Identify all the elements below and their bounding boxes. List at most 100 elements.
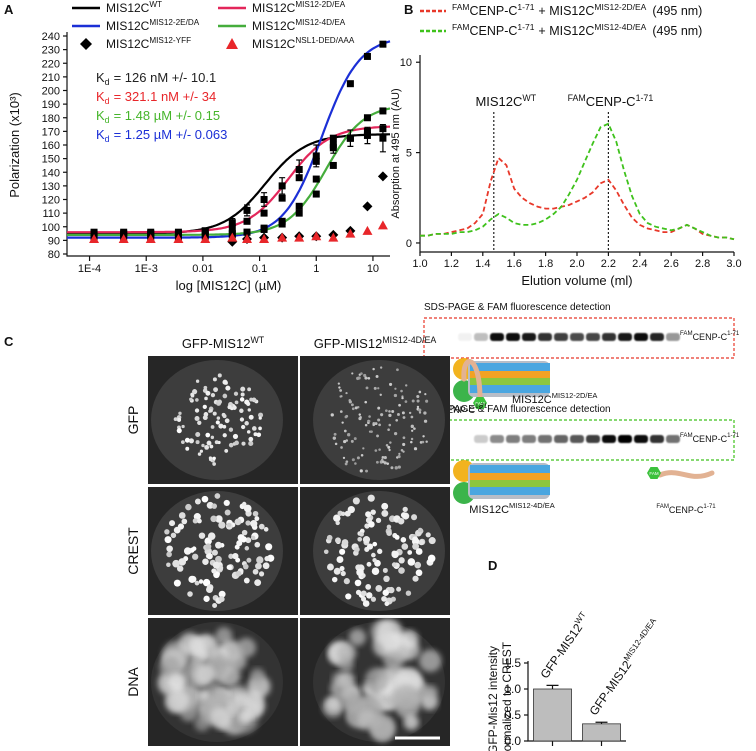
legend-label-part: CENP-C [469, 24, 517, 38]
spot [375, 460, 379, 464]
spot [410, 437, 414, 441]
peptide-label-part: 1-71 [475, 403, 488, 410]
spot [256, 556, 264, 564]
spot [198, 579, 204, 584]
gel-band [490, 333, 504, 341]
spot [388, 586, 395, 594]
legend-label-part: MIS12C [106, 19, 150, 33]
marker [294, 232, 305, 242]
legend-label-part: + MIS12C [538, 24, 594, 38]
spot [264, 555, 270, 562]
x-tick-label: 0.01 [192, 263, 213, 275]
spot [408, 411, 412, 415]
x-tick-label: 2.2 [601, 258, 616, 270]
spot [400, 389, 403, 393]
spot [166, 551, 172, 558]
y-tick-label: 180 [42, 113, 60, 125]
spot [204, 445, 210, 450]
spot [213, 387, 218, 393]
spot [217, 373, 222, 378]
spot [411, 429, 414, 432]
spot [251, 426, 257, 431]
spot [202, 578, 211, 587]
x-tick-label: 1 [313, 263, 319, 275]
gel-box [423, 317, 735, 359]
marker [201, 227, 209, 235]
spot [254, 579, 262, 587]
spot [358, 413, 361, 416]
spot [194, 580, 200, 586]
spot [398, 452, 401, 455]
spot [347, 505, 355, 514]
spot [382, 589, 389, 596]
spot [428, 537, 436, 545]
spot [210, 435, 215, 440]
spot [243, 504, 252, 513]
spot [181, 440, 185, 444]
spot [410, 415, 414, 419]
error-bar [546, 684, 559, 689]
spot [377, 418, 381, 422]
gel-band [586, 333, 600, 341]
spot [340, 511, 346, 517]
spot [244, 399, 250, 405]
spot [371, 552, 376, 558]
spot [218, 590, 226, 598]
marker [346, 134, 354, 142]
spot [362, 600, 370, 607]
spot [400, 537, 407, 543]
gel-band [650, 435, 664, 443]
spot [178, 558, 187, 566]
band-label-part: FAM [680, 330, 693, 337]
spot [417, 527, 423, 533]
spot [262, 562, 270, 570]
spot [366, 592, 373, 599]
spot [345, 391, 348, 395]
spot [212, 377, 217, 382]
spot [183, 547, 192, 555]
y-tick-label: 0.5 [504, 708, 521, 722]
gel-title: SDS-PAGE & FAM fluorescence detection [424, 404, 611, 415]
spot [192, 518, 199, 524]
legend-label-part: MIS12-2D/EA [295, 0, 345, 9]
marker [329, 161, 337, 169]
kd-annotation-part: d [105, 134, 110, 144]
y-tick-label: 240 [42, 31, 60, 43]
spot [243, 563, 249, 570]
spot [241, 441, 246, 446]
chromatin [167, 690, 190, 713]
spot [387, 445, 391, 449]
kd-annotation: Kd = 1.48 µM +/- 0.15 [96, 108, 220, 125]
spot [239, 417, 245, 422]
row-label: GFP [125, 406, 141, 435]
gel-band [666, 333, 680, 341]
spot [383, 461, 387, 465]
subunit [470, 363, 550, 371]
spot [235, 570, 242, 577]
spot [189, 575, 197, 583]
spot [234, 518, 242, 526]
marker [200, 234, 211, 244]
spot [212, 462, 216, 466]
spot [225, 385, 231, 391]
spot [363, 373, 367, 378]
spot [370, 509, 376, 515]
spot [204, 396, 208, 401]
spot [381, 509, 389, 517]
legend-label-part: MIS12C [106, 1, 150, 15]
x-tick-label: 1.6 [507, 258, 522, 270]
x-axis-label: log [MIS12C] (µM) [176, 278, 282, 293]
spot [362, 536, 371, 544]
spot [360, 590, 367, 597]
spot [422, 435, 425, 438]
x-tick-label: 10 [367, 263, 379, 275]
spot [232, 433, 239, 440]
kd-annotation-part: = 126 nM +/- 10.1 [114, 70, 217, 85]
marker [363, 127, 371, 135]
error-bar [595, 721, 608, 724]
marker [377, 220, 388, 230]
spot [354, 462, 357, 465]
marker [260, 196, 268, 203]
micrograph [148, 356, 298, 484]
